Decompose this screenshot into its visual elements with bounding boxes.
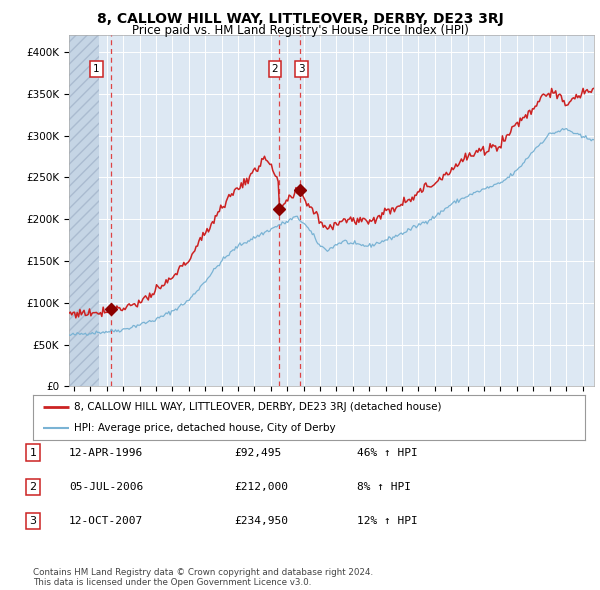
Text: 1: 1 bbox=[29, 448, 37, 457]
Text: 12-OCT-2007: 12-OCT-2007 bbox=[69, 516, 143, 526]
Text: 46% ↑ HPI: 46% ↑ HPI bbox=[357, 448, 418, 457]
Text: 2: 2 bbox=[272, 64, 278, 74]
Text: 2: 2 bbox=[29, 482, 37, 491]
Text: 3: 3 bbox=[298, 64, 305, 74]
Text: 12-APR-1996: 12-APR-1996 bbox=[69, 448, 143, 457]
Text: 8, CALLOW HILL WAY, LITTLEOVER, DERBY, DE23 3RJ: 8, CALLOW HILL WAY, LITTLEOVER, DERBY, D… bbox=[97, 12, 503, 26]
Text: £92,495: £92,495 bbox=[234, 448, 281, 457]
Text: 1: 1 bbox=[93, 64, 100, 74]
Text: 3: 3 bbox=[29, 516, 37, 526]
Text: Price paid vs. HM Land Registry's House Price Index (HPI): Price paid vs. HM Land Registry's House … bbox=[131, 24, 469, 37]
Bar bbox=[69, 35, 98, 386]
Text: 8% ↑ HPI: 8% ↑ HPI bbox=[357, 482, 411, 491]
Text: 05-JUL-2006: 05-JUL-2006 bbox=[69, 482, 143, 491]
Text: £212,000: £212,000 bbox=[234, 482, 288, 491]
Text: 8, CALLOW HILL WAY, LITTLEOVER, DERBY, DE23 3RJ (detached house): 8, CALLOW HILL WAY, LITTLEOVER, DERBY, D… bbox=[74, 402, 442, 412]
Text: HPI: Average price, detached house, City of Derby: HPI: Average price, detached house, City… bbox=[74, 424, 336, 434]
Text: £234,950: £234,950 bbox=[234, 516, 288, 526]
Text: Contains HM Land Registry data © Crown copyright and database right 2024.
This d: Contains HM Land Registry data © Crown c… bbox=[33, 568, 373, 587]
Text: 12% ↑ HPI: 12% ↑ HPI bbox=[357, 516, 418, 526]
